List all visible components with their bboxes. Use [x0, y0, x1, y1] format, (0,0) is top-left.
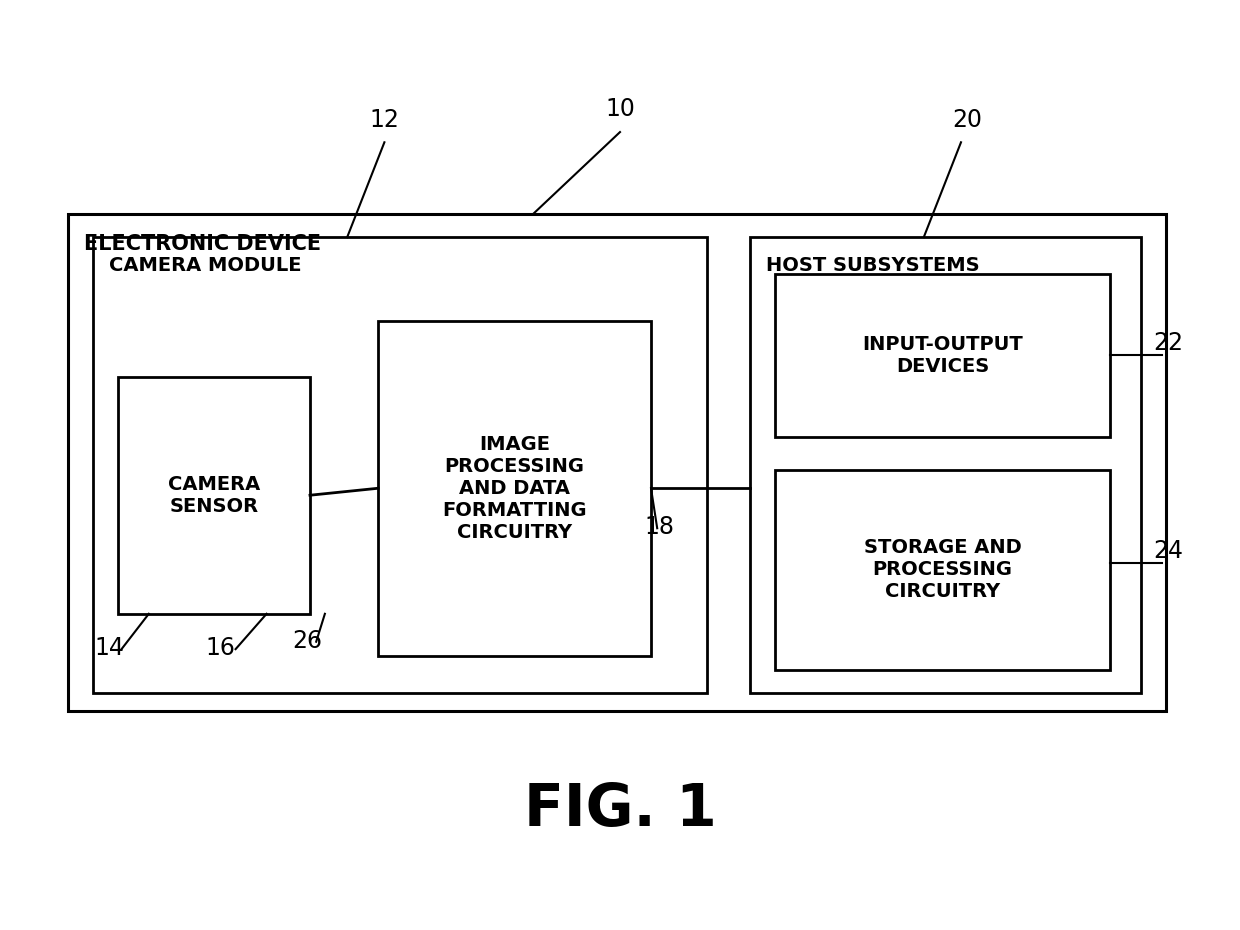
Bar: [750, 237, 1141, 693]
Text: 24: 24: [1153, 538, 1183, 563]
Text: IMAGE
PROCESSING
AND DATA
FORMATTING
CIRCUITRY: IMAGE PROCESSING AND DATA FORMATTING CIR…: [443, 434, 587, 542]
Text: 20: 20: [952, 108, 982, 132]
Text: INPUT-OUTPUT
DEVICES: INPUT-OUTPUT DEVICES: [862, 335, 1023, 377]
Text: 16: 16: [206, 636, 236, 660]
Bar: [775, 274, 1110, 437]
Bar: [68, 214, 1166, 711]
Bar: [118, 377, 310, 614]
Text: CAMERA
SENSOR: CAMERA SENSOR: [167, 474, 260, 516]
Text: HOST SUBSYSTEMS: HOST SUBSYSTEMS: [766, 256, 980, 274]
Text: STORAGE AND
PROCESSING
CIRCUITRY: STORAGE AND PROCESSING CIRCUITRY: [863, 538, 1022, 601]
Bar: [93, 237, 707, 693]
Text: FIG. 1: FIG. 1: [523, 780, 717, 838]
Text: 22: 22: [1153, 331, 1183, 355]
Text: 10: 10: [605, 97, 635, 121]
Bar: [378, 321, 651, 656]
Text: 26: 26: [293, 629, 322, 653]
Bar: [775, 470, 1110, 670]
Text: CAMERA MODULE: CAMERA MODULE: [109, 256, 301, 274]
Text: 12: 12: [370, 108, 399, 132]
Text: ELECTRONIC DEVICE: ELECTRONIC DEVICE: [84, 234, 321, 255]
Text: 14: 14: [94, 636, 124, 660]
Text: 18: 18: [645, 515, 675, 539]
